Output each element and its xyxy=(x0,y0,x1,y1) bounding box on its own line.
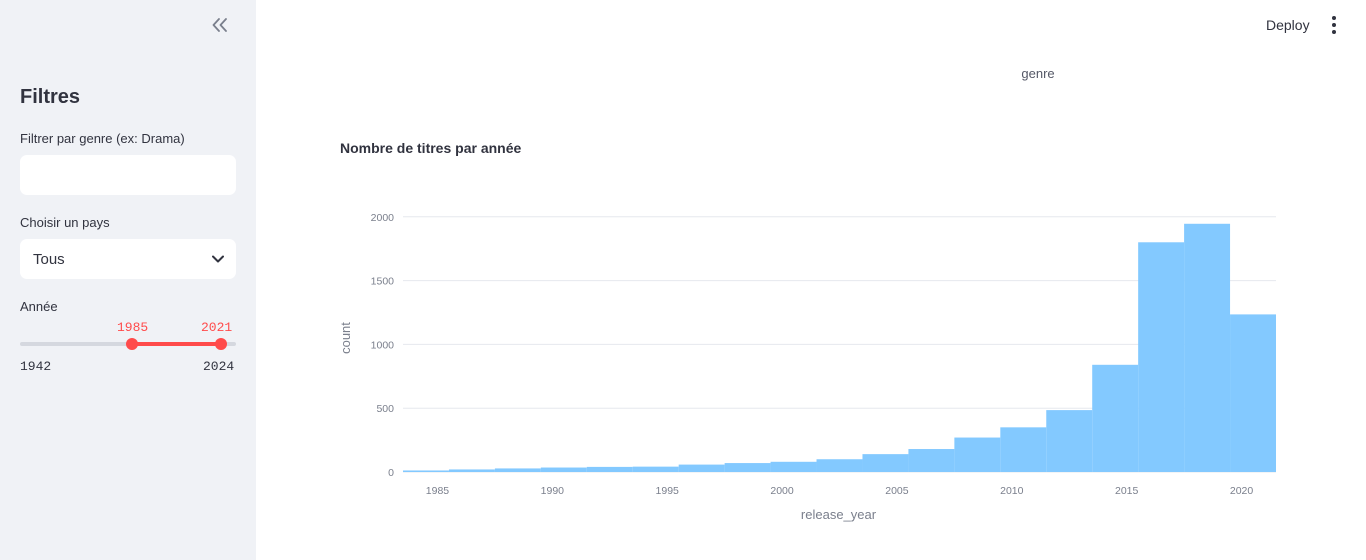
histogram-bar[interactable] xyxy=(586,466,633,472)
country-select-label: Choisir un pays xyxy=(20,215,110,230)
year-slider-label: Année xyxy=(20,299,58,314)
genre-text: genre xyxy=(1021,66,1055,81)
x-tick-label: 1995 xyxy=(656,485,680,497)
chevron-down-icon xyxy=(212,255,224,263)
x-tick-label: 2000 xyxy=(770,485,794,497)
vertical-dots-icon[interactable] xyxy=(1326,14,1342,36)
histogram-bar[interactable] xyxy=(1138,242,1185,472)
x-tick-label: 2020 xyxy=(1230,485,1254,497)
histogram-bar[interactable] xyxy=(908,449,955,472)
histogram-bar[interactable] xyxy=(403,470,449,472)
y-tick-label: 500 xyxy=(376,403,394,415)
x-tick-label: 1990 xyxy=(541,485,565,497)
x-axis-title: release_year xyxy=(801,507,877,522)
histogram-bar[interactable] xyxy=(1046,410,1093,472)
y-tick-label: 1000 xyxy=(371,339,395,351)
sidebar: Filtres Filtrer par genre (ex: Drama) Ch… xyxy=(0,0,256,560)
histogram-bar[interactable] xyxy=(448,469,495,472)
y-tick-label: 1500 xyxy=(371,276,395,288)
country-select-value: Tous xyxy=(33,250,65,268)
y-axis-title: count xyxy=(338,322,353,354)
histogram-bar[interactable] xyxy=(954,437,1001,472)
y-tick-label: 0 xyxy=(388,467,394,479)
x-tick-label: 2015 xyxy=(1115,485,1139,497)
country-select[interactable]: Tous xyxy=(20,239,236,279)
year-slider-low-value: 1985 xyxy=(117,320,149,335)
histogram-bar[interactable] xyxy=(494,468,541,472)
histogram-bar[interactable] xyxy=(724,463,771,472)
histogram-bar[interactable] xyxy=(1000,427,1047,472)
histogram-bar[interactable] xyxy=(862,454,909,472)
sidebar-title: Filtres xyxy=(20,86,81,108)
histogram-chart: 0 500 1000 1500 2000 1985 1990 1995 2000 2005 201… xyxy=(338,212,1276,522)
year-slider-high-value: 2021 xyxy=(201,320,233,335)
deploy-button[interactable]: Deploy xyxy=(1266,17,1310,33)
histogram-bar[interactable] xyxy=(816,459,863,472)
x-tick-label: 1985 xyxy=(426,485,450,497)
histogram-bar[interactable] xyxy=(1230,314,1276,472)
genre-filter-label: Filtrer par genre (ex: Drama) xyxy=(20,131,185,146)
genre-filter-input[interactable] xyxy=(20,155,236,195)
chart-heading: Nombre de titres par année xyxy=(340,140,522,156)
year-slider-max: 2024 xyxy=(203,359,235,374)
histogram-bar[interactable] xyxy=(1092,364,1139,472)
year-slider-high-thumb[interactable] xyxy=(214,338,227,350)
collapse-sidebar-button[interactable] xyxy=(206,12,234,38)
histogram-bar[interactable] xyxy=(770,461,817,472)
year-slider-low-thumb[interactable] xyxy=(125,338,138,350)
histogram-bar[interactable] xyxy=(1184,223,1231,472)
y-tick-label: 2000 xyxy=(371,212,395,224)
year-slider-min: 1942 xyxy=(20,359,52,374)
x-tick-label: 2010 xyxy=(1000,485,1024,497)
histogram-bar[interactable] xyxy=(678,464,725,472)
histogram-bar[interactable] xyxy=(632,466,679,472)
year-slider-range xyxy=(131,342,221,346)
double-chevron-left-icon xyxy=(212,18,227,32)
x-tick-label: 2005 xyxy=(885,485,909,497)
histogram-bar[interactable] xyxy=(540,467,587,472)
